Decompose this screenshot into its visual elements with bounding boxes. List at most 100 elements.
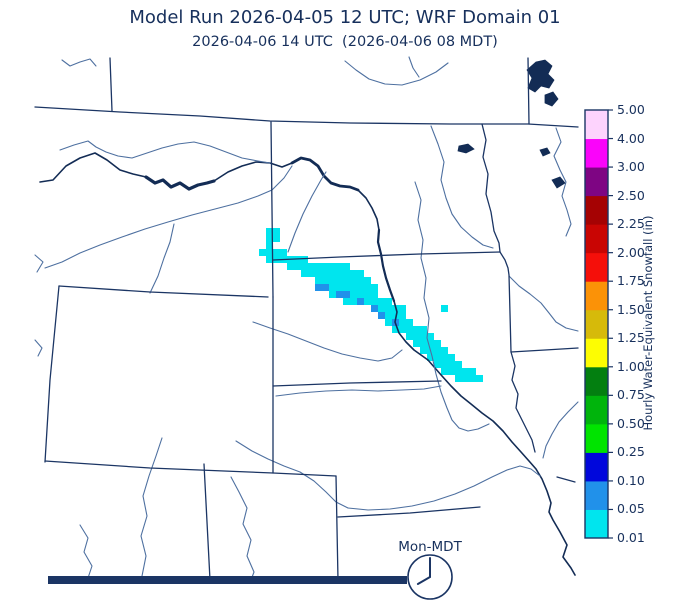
snowfall-cell-light <box>371 291 378 298</box>
snowfall-cell-light <box>448 354 455 361</box>
snowfall-cell-light <box>455 368 462 375</box>
snowfall-cell-light <box>378 298 385 305</box>
colorbar-tick-value: 0.50 <box>617 415 645 431</box>
figure-title: Model Run 2026-04-05 12 UTC; WRF Domain … <box>129 7 561 28</box>
snowfall-cell-light <box>469 368 476 375</box>
sd-ia-big-sioux-border <box>510 351 536 453</box>
colorbar-band <box>585 138 608 168</box>
ut-co-border <box>203 463 211 581</box>
snowfall-cell-light <box>455 361 462 368</box>
colorbar-band <box>585 281 608 311</box>
snowfall-cell-light <box>322 270 329 277</box>
snowfall-cell-light <box>476 375 483 382</box>
colorbar-band <box>585 110 608 140</box>
snowfall-cell-light <box>350 270 357 277</box>
snowfall-cell-light <box>399 305 406 312</box>
missouri-river <box>39 152 576 576</box>
snowfall-cell-light <box>343 298 350 305</box>
mn-lake-1 <box>539 147 551 157</box>
snowfall-cell-light <box>343 277 350 284</box>
snowfall-cell-light <box>308 270 315 277</box>
snowfall-cell-light <box>378 305 385 312</box>
snowfall-cell-moderate <box>357 298 364 305</box>
snowfall-cell-light <box>315 263 322 270</box>
snowfall-cell-light <box>406 326 413 333</box>
snowfall-cell-light <box>441 305 448 312</box>
nd-mn-red-river-border <box>481 123 501 253</box>
colorbar-band <box>585 224 608 254</box>
snowfall-cell-light <box>364 291 371 298</box>
snowfall-cell-light <box>364 298 371 305</box>
colorbar-tick-value: 1.25 <box>617 330 645 346</box>
snowfall-cell-light <box>343 263 350 270</box>
snowfall-cell-light <box>413 340 420 347</box>
snowfall-cell-light <box>350 277 357 284</box>
colorbar-tick-value: 0.05 <box>617 501 645 517</box>
snowfall-cell-light <box>329 291 336 298</box>
snowfall-cell-light <box>462 368 469 375</box>
snowfall-cell-light <box>343 284 350 291</box>
snowfall-cell-moderate <box>315 284 322 291</box>
snowfall-cell-light <box>357 291 364 298</box>
snowfall-cell-light <box>273 249 280 256</box>
left-edge-river-2 <box>34 339 43 357</box>
snowfall-cell-light <box>350 284 357 291</box>
snowfall-cell-light <box>280 249 287 256</box>
snowfall-cell-light <box>441 368 448 375</box>
snowfall-cell-light <box>322 263 329 270</box>
snowfall-cell-light <box>462 375 469 382</box>
snowfall-cell-moderate <box>378 312 385 319</box>
lake-oahe <box>376 228 396 303</box>
mn-ia-border <box>510 347 579 353</box>
snowfall-cell-light <box>294 263 301 270</box>
snowfall-cell-light <box>434 354 441 361</box>
little-missouri-river <box>287 171 327 253</box>
snowfall-cell-light <box>406 333 413 340</box>
snowfall-cell-light <box>301 270 308 277</box>
colorbar-tick-value: 0.75 <box>617 387 645 403</box>
snowfall-cell-moderate <box>371 305 378 312</box>
snowfall-cell-light <box>399 312 406 319</box>
colorbar-tick-value: 0.10 <box>617 472 645 488</box>
souris-river-canada <box>344 60 449 86</box>
devils-lake <box>457 143 475 154</box>
snowfall-cell-light <box>434 340 441 347</box>
minnesota-river <box>508 275 579 332</box>
snowfall-cell-light <box>420 340 427 347</box>
snowfall-cell-light <box>385 312 392 319</box>
fort-peck-lake <box>144 175 216 191</box>
snowfall-cell-light <box>385 298 392 305</box>
snowfall-cell-light <box>329 270 336 277</box>
north-platte-river <box>235 440 349 509</box>
snowfall-cell-light <box>336 263 343 270</box>
colorbar-tick-value: 2.00 <box>617 244 645 260</box>
snowfall-cell-light <box>448 361 455 368</box>
snowfall-cell-light <box>427 340 434 347</box>
colorbar-tick-value: 1.75 <box>617 273 645 289</box>
colorbar-band <box>585 366 608 396</box>
colorbar-band <box>585 452 608 482</box>
snowfall-cell-light <box>385 319 392 326</box>
snowfall-cell-light <box>336 270 343 277</box>
snowfall-cell-light <box>441 354 448 361</box>
canada-river-2 <box>408 56 420 78</box>
figure-subtitle: 2026-04-06 14 UTC (2026-04-06 08 MDT) <box>192 34 498 50</box>
41n-border <box>44 460 337 477</box>
snowfall-cell-light <box>273 228 280 235</box>
green-river <box>140 437 163 577</box>
snowfall-cell-light <box>406 319 413 326</box>
snowfall-cell-light <box>287 263 294 270</box>
clock-hour-hand <box>416 576 431 585</box>
snowfall-cell-light <box>434 361 441 368</box>
sd-ne-border <box>272 380 442 387</box>
mt-wy-border <box>58 285 269 298</box>
colorbar-band <box>585 338 608 368</box>
snowfall-cell-light <box>413 326 420 333</box>
snowfall-cell-light <box>350 298 357 305</box>
mn-lake-2 <box>551 176 566 189</box>
snowfall-cell-light <box>364 277 371 284</box>
snowfall-cell-light <box>350 291 357 298</box>
snowfall-cell-light <box>420 333 427 340</box>
sheyenne-river <box>430 125 494 249</box>
